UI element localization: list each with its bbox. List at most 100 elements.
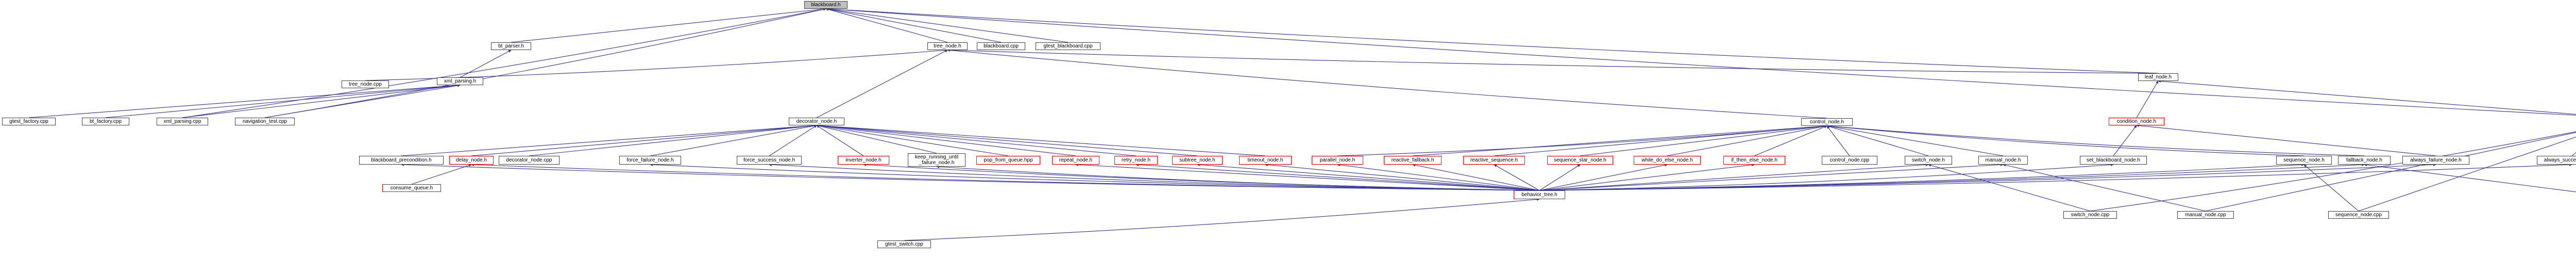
graph-edge-decorator-node-cpp-to-decorator-node-h xyxy=(529,124,817,156)
graph-node-bt-factory-cpp[interactable]: bt_factory.cpp xyxy=(82,118,129,125)
graph-edge-if-then-else-node-h-to-control-node-h xyxy=(1754,125,1827,156)
graph-edge-retry-node-h-to-decorator-node-h xyxy=(816,124,1137,156)
graph-edge-consume-queue-h-to-delay-node-h xyxy=(411,164,472,185)
graph-node-control-node-h[interactable]: control_node.h xyxy=(1801,118,1853,126)
graph-node-switch-node-cpp[interactable]: switch_node.cpp xyxy=(2063,211,2117,219)
graph-edge-parallel-node-h-to-control-node-h xyxy=(1337,124,1827,156)
graph-node-switch-node-h[interactable]: switch_node.h xyxy=(1905,156,1952,165)
graph-edge-timeout-node-h-to-decorator-node-h xyxy=(816,124,1266,156)
graph-edge-behavior-tree-h-to-keep-running-until-failure-node-h xyxy=(936,165,1540,191)
graph-node-retry-node-h[interactable]: retry_node.h xyxy=(1114,156,1158,165)
graph-node-navigation-test-cpp[interactable]: navigation_test.cpp xyxy=(235,118,295,125)
graph-node-consume-queue-h[interactable]: consume_queue.h xyxy=(382,184,441,192)
graph-node-fallback-node-h[interactable]: fallback_node.h xyxy=(2338,156,2391,165)
graph-node-force-failure-node-h[interactable]: force_failure_node.h xyxy=(619,156,681,165)
graph-node-tree-node-h[interactable]: tree_node.h xyxy=(927,42,968,50)
graph-node-timeout-node-h[interactable]: timeout_node.h xyxy=(1239,156,1292,165)
graph-edge-control-node-cpp-to-control-node-h xyxy=(1826,125,1850,156)
graph-edge-behavior-tree-h-to-fallback-node-h xyxy=(1539,163,2365,191)
graph-edge-gtest-factory-cpp-to-xml-parsing-h xyxy=(28,84,461,118)
graph-node-blackboard-precondition-h[interactable]: blackboard_precondition.h xyxy=(359,156,444,165)
graph-edge-action-node-h-to-leaf-node-h xyxy=(2158,79,2576,115)
graph-edge-manual-node-cpp-to-manual-node-h xyxy=(2003,164,2206,212)
graph-edge-always-success-node-h-to-action-node-h xyxy=(2571,152,2576,156)
graph-edge-behavior-tree-h-to-switch-node-h xyxy=(1539,163,1929,191)
graph-node-keep-running-until-failure-node-h[interactable]: keep_running_until _failure_node.h xyxy=(908,153,965,167)
graph-node-gtest-switch-cpp[interactable]: gtest_switch.cpp xyxy=(877,240,931,248)
graph-edge-action-node-h-to-blackboard-h xyxy=(825,7,2576,116)
graph-edge-behavior-tree-h-to-timeout-node-h xyxy=(1265,163,1540,191)
graph-edge-behavior-tree-h-to-sequence-node-h xyxy=(1539,163,2304,191)
graph-node-blackboard-cpp[interactable]: blackboard.cpp xyxy=(977,42,1025,50)
graph-edge-navigation-test-cpp-to-xml-parsing-h xyxy=(264,84,461,118)
graph-edge-behavior-tree-h-to-blackboard-precondition-h xyxy=(401,163,1540,191)
graph-edge-reactive-fallback-h-to-control-node-h xyxy=(1412,124,1827,156)
graph-node-reactive-fallback-h[interactable]: reactive_fallback.h xyxy=(1384,156,1442,165)
graph-edge-delay-node-h-to-decorator-node-h xyxy=(471,124,817,156)
graph-node-blackboard-h[interactable]: blackboard.h xyxy=(804,1,848,9)
graph-node-behavior-tree-h[interactable]: behavior_tree.h xyxy=(1514,190,1565,199)
graph-node-manual-node-cpp[interactable]: manual_node.cpp xyxy=(2177,211,2234,219)
graph-edge-behavior-tree-h-to-manual-node-h xyxy=(1539,163,2004,191)
graph-edge-behavior-tree-h-to-sequence-star-node-h xyxy=(1539,164,1581,191)
graph-node-sequence-node-h[interactable]: sequence_node.h xyxy=(2276,156,2332,165)
graph-edge-behavior-tree-h-to-subtree-node-h xyxy=(1197,163,1540,191)
graph-node-xml-parsing-cpp[interactable]: xml_parsing.cpp xyxy=(157,118,208,125)
graph-node-manual-node-h[interactable]: manual_node.h xyxy=(1978,156,2028,165)
graph-node-if-then-else-node-h[interactable]: if_then_else_node.h xyxy=(1723,156,1785,165)
graph-node-set-blackboard-node-h[interactable]: set_blackboard_node.h xyxy=(2080,156,2147,165)
graph-edge-behavior-tree-h-to-force-success-node-h xyxy=(769,163,1540,191)
graph-edge-xml-parsing-h-to-bt-parser-h xyxy=(460,50,512,78)
graph-edge-behavior-tree-h-to-force-failure-node-h xyxy=(650,163,1540,191)
graph-node-tree-node-cpp[interactable]: tree_node.cpp xyxy=(342,80,389,88)
graph-node-condition-node-h[interactable]: condition_node.h xyxy=(2109,118,2164,125)
graph-node-control-node-cpp[interactable]: control_node.cpp xyxy=(1822,156,1877,165)
graph-edge-behavior-tree-h-to-if-then-else-node-h xyxy=(1539,163,1755,191)
graph-node-pop-from-queue-hpp[interactable]: pop_from_queue.hpp xyxy=(976,156,1040,165)
graph-node-decorator-node-h[interactable]: decorator_node.h xyxy=(789,118,844,125)
graph-edge-behavior-tree-h-to-repeat-node-h xyxy=(1075,163,1540,191)
graph-node-always-success-node-h[interactable]: always_success_node.h xyxy=(2537,156,2576,165)
graph-node-gtest-factory-cpp[interactable]: gtest_factory.cpp xyxy=(2,118,56,125)
graph-node-parallel-node-h[interactable]: parallel_node.h xyxy=(1312,156,1363,165)
graph-edge-leaf-node-h-to-blackboard-h xyxy=(825,7,2159,74)
graph-edge-behavior-tree-h-to-reactive-fallback-h xyxy=(1412,164,1540,191)
graph-edge-behavior-tree-h-to-set-blackboard-node-h xyxy=(1539,163,2114,191)
graph-edge-switch-node-h-to-control-node-h xyxy=(1826,125,1929,156)
graph-edge-set-blackboard-node-h-to-condition-node-h xyxy=(2113,125,2137,156)
graph-edge-manual-node-cpp-to-action-node-h xyxy=(2205,132,2576,212)
graph-node-while-do-else-node-h[interactable]: while_do_else_node.h xyxy=(1634,156,1701,165)
graph-edge-bt-parser-h-to-blackboard-h xyxy=(511,7,826,43)
graph-edge-sequence-node-h-to-control-node-h xyxy=(1826,124,2304,156)
graph-edge-switch-node-cpp-to-action-node-h xyxy=(2090,131,2576,212)
graph-edge-behavior-tree-h-to-always-failure-node-h xyxy=(1539,163,2436,191)
graph-edge-blackboard-cpp-to-blackboard-h xyxy=(825,8,1002,43)
graph-node-reactive-sequence-h[interactable]: reactive_sequence.h xyxy=(1463,156,1525,165)
graph-node-xml-parsing-h[interactable]: xml_parsing.h xyxy=(437,77,483,85)
graph-node-sequence-node-cpp[interactable]: sequence_node.cpp xyxy=(2328,211,2389,219)
graph-edge-switch-node-cpp-to-switch-node-h xyxy=(1928,164,2091,212)
graph-node-decorator-node-cpp[interactable]: decorator_node.cpp xyxy=(499,156,560,165)
graph-edge-control-node-h-to-tree-node-h xyxy=(947,49,1827,119)
graph-node-bt-parser-h[interactable]: bt_parser.h xyxy=(491,42,531,50)
graph-node-inverter-node-h[interactable]: inverter_node.h xyxy=(838,156,889,165)
graph-node-leaf-node-h[interactable]: leaf_node.h xyxy=(2138,73,2178,81)
graph-node-sequence-star-node-h[interactable]: sequence_star_node.h xyxy=(1547,156,1613,165)
graph-edge-bt-factory-cpp-to-xml-parsing-h xyxy=(105,84,461,118)
graph-edge-fallback-node-cpp-to-fallback-node-h xyxy=(2364,163,2576,192)
graph-node-force-success-node-h[interactable]: force_success_node.h xyxy=(737,156,802,165)
graph-edge-tree-node-cpp-to-tree-node-h xyxy=(365,49,948,81)
graph-node-subtree-node-h[interactable]: subtree_node.h xyxy=(1172,156,1223,165)
graph-edge-behavior-tree-h-to-always-success-node-h xyxy=(1539,163,2572,191)
graph-edge-xml-parsing-cpp-to-xml-parsing-h xyxy=(182,84,461,118)
graph-edge-manual-node-h-to-control-node-h xyxy=(1826,125,2004,156)
graph-node-delay-node-h[interactable]: delay_node.h xyxy=(449,156,494,165)
graph-node-gtest-blackboard-cpp[interactable]: gtest_blackboard.cpp xyxy=(1036,42,1100,50)
graph-edge-navigation-test-cpp-to-blackboard-h xyxy=(264,8,826,118)
graph-edge-while-do-else-node-h-to-control-node-h xyxy=(1667,125,1827,156)
graph-node-always-failure-node-h[interactable]: always_failure_node.h xyxy=(2402,156,2469,165)
graph-node-repeat-node-h[interactable]: repeat_node.h xyxy=(1052,156,1099,165)
graph-edge-xml-parsing-cpp-to-blackboard-h xyxy=(182,8,826,118)
graph-edge-blackboard-precondition-h-to-decorator-node-h xyxy=(401,124,817,156)
